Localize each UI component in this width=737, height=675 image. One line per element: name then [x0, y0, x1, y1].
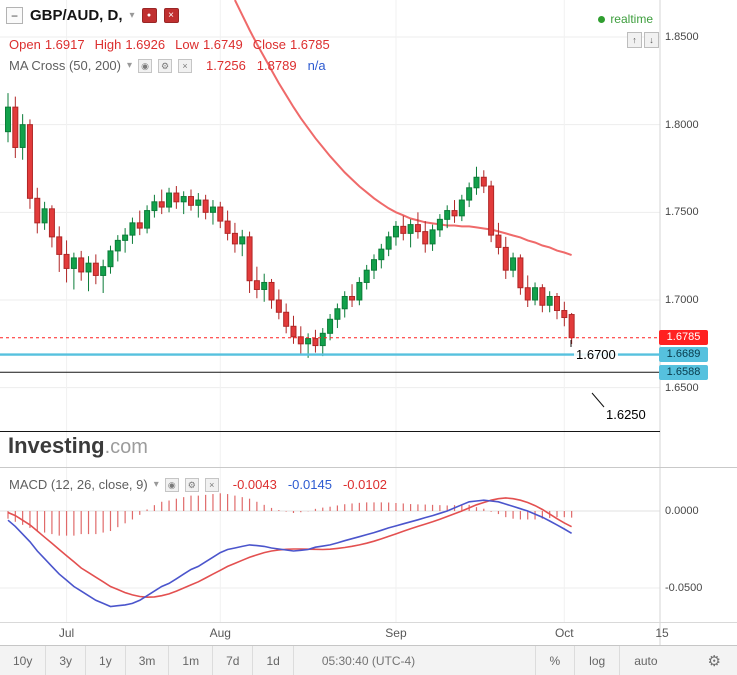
clock: 05:30:40 (UTC-4): [321, 654, 416, 668]
range-button-1m[interactable]: 1m: [169, 646, 214, 675]
investing-logo: Investing.com: [8, 433, 148, 459]
ohlc-readout: Open 1.6917 High 1.6926 Low 1.6749 Close…: [9, 37, 336, 52]
tool-button-%[interactable]: %: [534, 646, 575, 675]
ma200-value: 1.8789: [256, 58, 297, 73]
scale-up-button[interactable]: ↑: [627, 32, 642, 48]
price-annotation-16250[interactable]: 1.6250: [604, 407, 648, 422]
price-tag: 1.6689: [659, 347, 708, 363]
price-tag: 1.6785: [659, 330, 708, 346]
time-axis-label-Sep: Sep: [385, 626, 407, 640]
tool-button-log[interactable]: log: [574, 646, 619, 675]
macd-signal-value: -0.0102: [342, 477, 388, 492]
eye-icon[interactable]: ◉: [164, 477, 179, 492]
range-button-3m[interactable]: 3m: [126, 646, 170, 675]
alert-dot-icon[interactable]: ●: [141, 8, 157, 23]
macd-indicator-label[interactable]: MACD (12, 26, close, 9): [9, 477, 148, 492]
settings-gear-icon[interactable]: ⚙: [702, 646, 727, 675]
macd-line-value: -0.0145: [287, 477, 332, 492]
eye-icon[interactable]: ◉: [138, 58, 153, 73]
time-axis-label-15: 15: [655, 626, 669, 640]
close-icon[interactable]: ×: [204, 477, 219, 492]
price-axis-label: 1.8500: [665, 31, 699, 43]
tool-button-auto[interactable]: auto: [619, 646, 671, 675]
gear-icon[interactable]: ⚙: [184, 477, 199, 492]
scale-down-button[interactable]: ↓: [644, 32, 659, 48]
range-button-group: 10y 3y 1y 3m 1m 7d 1d: [0, 646, 294, 675]
open-value: 1.6917: [44, 37, 85, 52]
low-value: 1.6749: [202, 37, 243, 52]
macd-hist-value: -0.0043: [232, 477, 277, 492]
range-button-1y[interactable]: 1y: [86, 646, 126, 675]
macd-indicator-row: MACD (12, 26, close, 9) ▾ ◉ ⚙ × -0.0043 …: [9, 477, 387, 492]
time-axis-label-Jul: Jul: [58, 626, 75, 640]
ma-cross-value: n/a: [307, 58, 326, 73]
high-value: 1.6926: [125, 37, 166, 52]
macd-axis-label: -0.0500: [665, 582, 703, 594]
tool-button-group: % log auto: [534, 646, 672, 675]
range-button-7d[interactable]: 7d: [213, 646, 254, 675]
close-label: Close: [252, 37, 286, 52]
price-axis-label: 1.7500: [665, 206, 699, 219]
logo-suffix: .com: [104, 436, 148, 458]
time-axis-label-Aug: Aug: [209, 626, 231, 640]
symbol-header-row: − GBP/AUD, D, ▾ ● ×: [6, 7, 179, 24]
macd-axis-label: 0.0000: [665, 505, 699, 517]
ma-indicator-label[interactable]: MA Cross (50, 200): [9, 58, 121, 73]
open-label: Open: [9, 37, 41, 52]
range-button-10y[interactable]: 10y: [0, 646, 47, 675]
range-button-1d[interactable]: 1d: [253, 646, 294, 675]
ma50-value: 1.7256: [206, 58, 246, 73]
chevron-down-icon[interactable]: ▾: [127, 60, 133, 71]
price-axis-label: 1.7000: [665, 293, 699, 306]
price-axis-label: 1.6500: [665, 381, 699, 394]
time-axis[interactable]: Jul Aug Sep Oct 15: [0, 625, 737, 643]
collapse-symbol-button[interactable]: −: [6, 7, 23, 24]
scale-buttons: ↑ ↓: [627, 32, 659, 48]
logo-brand: Investing: [8, 433, 105, 458]
symbol-title[interactable]: GBP/AUD, D,: [30, 7, 123, 24]
realtime-label: realtime: [610, 12, 653, 26]
low-label: Low: [175, 37, 199, 52]
range-button-3y[interactable]: 3y: [46, 646, 87, 675]
close-symbol-icon[interactable]: ×: [163, 8, 179, 23]
price-tag: 1.6588: [659, 364, 708, 380]
close-value: 1.6785: [289, 37, 330, 52]
realtime-dot-icon: [598, 15, 606, 23]
realtime-status: realtime: [598, 12, 653, 26]
chevron-down-icon[interactable]: ▾: [153, 479, 159, 490]
time-axis-label-Oct: Oct: [554, 626, 574, 640]
price-axis-label: 1.8000: [665, 118, 699, 131]
close-icon[interactable]: ×: [178, 58, 193, 73]
chevron-down-icon[interactable]: ▾: [129, 10, 135, 21]
ma-indicator-row: MA Cross (50, 200) ▾ ◉ ⚙ × 1.7256 1.8789…: [9, 58, 326, 73]
high-label: High: [94, 37, 122, 52]
bottom-toolbar: 10y 3y 1y 3m 1m 7d 1d 05:30:40 (UTC-4) % log aut…: [0, 645, 737, 675]
price-axis[interactable]: 1.8500 1.8000 1.7500 1.7000 1.6500 0.0000 -0.0…: [659, 0, 737, 645]
price-annotation-16700[interactable]: 1.6700: [574, 347, 618, 362]
gear-icon[interactable]: ⚙: [158, 58, 173, 73]
